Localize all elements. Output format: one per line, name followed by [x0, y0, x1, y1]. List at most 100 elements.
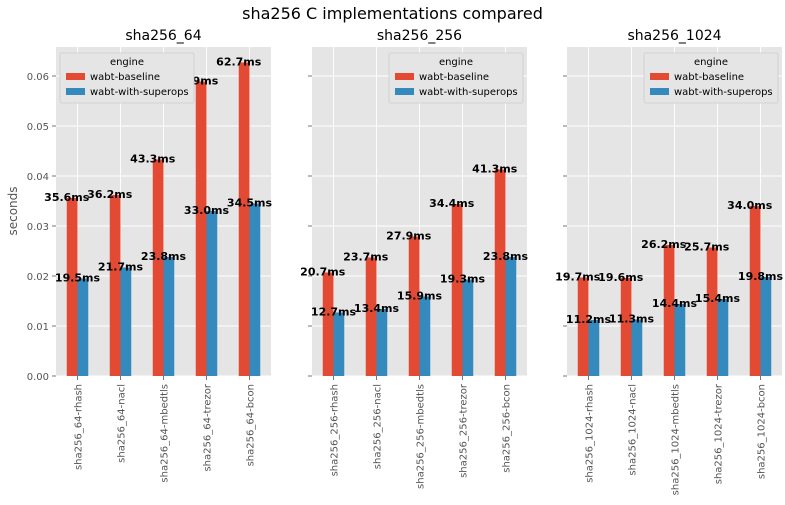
x-tick-label: sha256_1024-mbedtls — [671, 384, 682, 495]
bar-wabt-with-superops — [206, 211, 218, 376]
x-tick-label: sha256_1024-nacl — [628, 384, 639, 476]
bar-wabt-with-superops — [588, 320, 600, 376]
panel-title: sha256_1024 — [627, 28, 721, 44]
data-label: 21.7ms — [98, 261, 144, 274]
legend-label: wabt-baseline — [419, 72, 489, 83]
legend-label: wabt-with-superops — [90, 87, 189, 98]
bar-wabt-with-superops — [419, 296, 431, 376]
legend-box — [643, 52, 779, 104]
legend-box — [59, 52, 195, 104]
data-label: 15.4ms — [695, 292, 741, 305]
bar-wabt-baseline — [408, 236, 420, 376]
legend-title: engine — [694, 57, 728, 68]
bar-wabt-baseline — [152, 159, 164, 376]
bar-wabt-with-superops — [631, 319, 643, 376]
data-label: 25.7ms — [684, 241, 730, 254]
x-tick-label: sha256_64-trezor — [203, 383, 214, 471]
legend-swatch-wabt-with-superops — [650, 88, 669, 95]
data-label: 13.4ms — [354, 302, 400, 315]
data-label: 19.5ms — [55, 272, 101, 285]
bar-wabt-baseline — [322, 272, 334, 376]
data-label: 27.9ms — [386, 230, 432, 243]
legend-label: wabt-with-superops — [674, 87, 773, 98]
legend-swatch-wabt-with-superops — [66, 88, 85, 95]
data-label: 19.7ms — [555, 271, 601, 284]
bar-wabt-with-superops — [163, 257, 175, 376]
legend-label: wabt-with-superops — [419, 87, 518, 98]
data-label: 11.2ms — [566, 313, 612, 326]
data-label: 23.8ms — [141, 250, 187, 263]
bar-wabt-with-superops — [674, 304, 686, 376]
data-label: 43.3ms — [130, 153, 176, 166]
y-tick-label: 0.04 — [27, 172, 49, 183]
data-label: 36.2ms — [87, 188, 133, 201]
bar-wabt-baseline — [494, 169, 506, 376]
x-tick-label: sha256_256-rhash — [330, 384, 341, 476]
data-label: 19.6ms — [598, 271, 644, 284]
legend-title: engine — [439, 57, 473, 68]
bar-wabt-baseline — [238, 62, 250, 376]
data-label: 15.9ms — [397, 290, 443, 303]
bar-wabt-baseline — [451, 204, 463, 376]
legend-title: engine — [110, 57, 144, 68]
bar-wabt-with-superops — [376, 309, 388, 376]
x-tick-label: sha256_256-mbedtls — [416, 384, 427, 489]
y-tick-label: 0.05 — [27, 122, 49, 133]
bar-wabt-with-superops — [717, 299, 729, 376]
bar-wabt-baseline — [365, 257, 377, 376]
bar-wabt-baseline — [663, 245, 675, 376]
x-tick-label: sha256_64-bcon — [246, 384, 257, 466]
bar-wabt-baseline — [109, 195, 121, 376]
y-tick-label: 0.03 — [27, 222, 49, 233]
data-label: 26.2ms — [641, 238, 687, 251]
data-label: 23.7ms — [343, 251, 389, 264]
x-tick-label: sha256_64-nacl — [117, 384, 128, 463]
y-tick-label: 0.01 — [27, 322, 49, 333]
data-label: 35.6ms — [44, 191, 90, 204]
data-label: 34.0ms — [727, 199, 773, 212]
x-tick-label: sha256_256-nacl — [373, 384, 384, 469]
x-tick-label: sha256_1024-rhash — [585, 384, 596, 483]
bar-wabt-with-superops — [505, 257, 517, 376]
bar-wabt-with-superops — [462, 279, 474, 376]
bar-wabt-with-superops — [249, 203, 261, 376]
bar-wabt-baseline — [66, 198, 78, 376]
data-label: 19.3ms — [440, 273, 486, 286]
data-label: 19.8ms — [738, 270, 784, 283]
x-tick-label: sha256_64-rhash — [74, 384, 85, 470]
bar-wabt-with-superops — [77, 278, 89, 376]
legend-label: wabt-baseline — [674, 72, 744, 83]
y-tick-label: 0.06 — [27, 72, 49, 83]
data-label: 41.3ms — [472, 163, 518, 176]
x-tick-label: sha256_1024-bcon — [757, 384, 768, 479]
legend-box — [388, 52, 524, 104]
bar-wabt-with-superops — [333, 312, 345, 376]
data-label: 33.0ms — [184, 204, 230, 217]
y-axis-label: seconds — [6, 186, 20, 235]
data-label: 20.7ms — [300, 266, 346, 279]
data-label: 34.4ms — [429, 197, 475, 210]
data-label: 12.7ms — [311, 306, 357, 319]
figure-title: sha256 C implementations compared — [242, 4, 543, 23]
bar-wabt-with-superops — [120, 267, 132, 376]
panel-title: sha256_256 — [377, 28, 462, 44]
data-label: 62.7ms — [216, 56, 262, 69]
data-label: 34.5ms — [227, 197, 273, 210]
bar-wabt-baseline — [577, 277, 589, 376]
bar-wabt-baseline — [620, 278, 632, 376]
y-tick-label: 0.00 — [27, 372, 49, 383]
data-label: 11.3ms — [609, 313, 655, 326]
x-tick-label: sha256_256-bcon — [502, 384, 513, 473]
legend-swatch-wabt-with-superops — [395, 88, 414, 95]
x-tick-label: sha256_64-mbedtls — [160, 384, 171, 483]
bar-wabt-baseline — [195, 81, 207, 376]
legend-label: wabt-baseline — [90, 72, 160, 83]
legend-swatch-wabt-baseline — [395, 73, 414, 80]
data-label: 23.8ms — [483, 250, 529, 263]
bar-wabt-baseline — [706, 247, 718, 376]
legend-swatch-wabt-baseline — [66, 73, 85, 80]
x-tick-label: sha256_1024-trezor — [714, 383, 725, 484]
x-tick-label: sha256_256-trezor — [459, 383, 470, 478]
panel-title: sha256_64 — [125, 28, 201, 44]
